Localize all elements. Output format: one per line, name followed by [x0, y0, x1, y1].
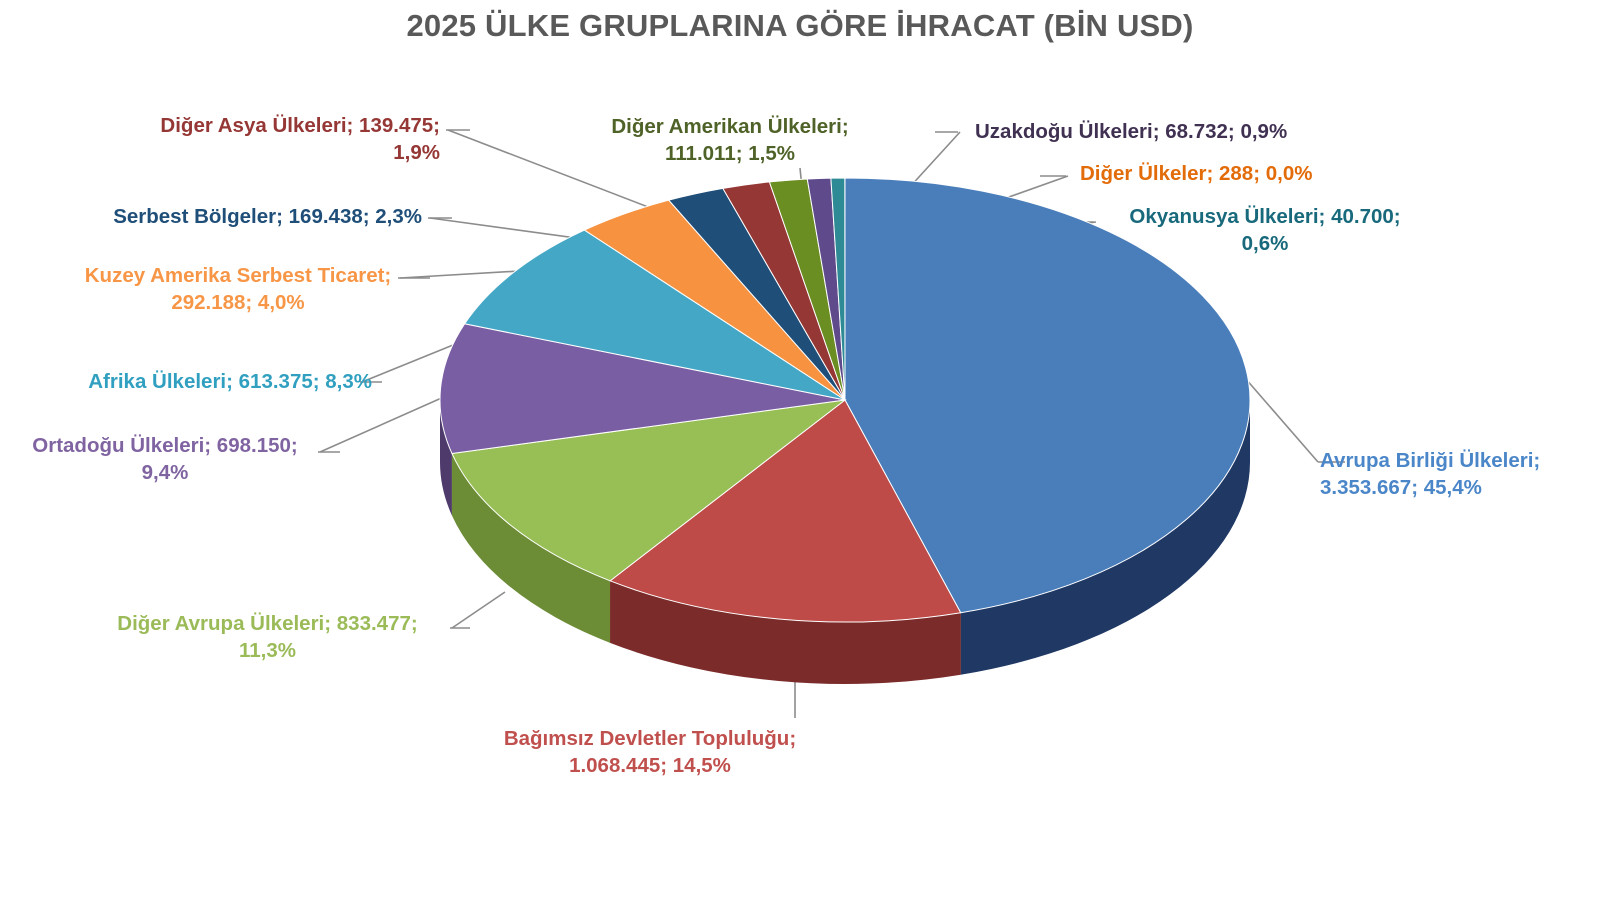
data-label-afrika: Afrika Ülkeleri; 613.375; 8,3%	[88, 370, 372, 393]
data-label-kuzey-amerika: Kuzey Amerika Serbest Ticaret; 292.188; …	[84, 264, 392, 315]
pie-slice-4[interactable]: Afrika Ülkeleri; 613.375; 8,3%	[463, 229, 846, 401]
pie-side-0	[960, 400, 1250, 675]
leader-line-0	[1244, 377, 1319, 463]
pie-top-slices: Avrupa Birliği Ülkeleri; 3.353.667; 45,4…	[439, 177, 1251, 623]
data-label-diger-asya: Diğer Asya Ülkeleri; 139.475; 1,9%	[160, 114, 440, 165]
pie-slice-2[interactable]: Diğer Avrupa Ülkeleri; 833.477; 11,3%	[451, 399, 847, 582]
pie-slice-3[interactable]: Ortadoğu Ülkeleri; 698.150; 9,4%	[439, 323, 846, 455]
pie-slice-0[interactable]: Avrupa Birliği Ülkeleri; 3.353.667; 45,4…	[844, 177, 1251, 614]
leader-line-3	[319, 391, 456, 453]
pie-slice-1[interactable]: Bağımsız Devletler Topluluğu; 1.068.445;…	[609, 399, 962, 623]
data-label-ortadogu: Ortadoğu Ülkeleri; 698.150; 9,4%	[32, 434, 298, 485]
data-label-okyanusya: Okyanusya Ülkeleri; 40.700; 0,6%	[1129, 205, 1401, 256]
pie-side-2	[451, 453, 611, 643]
data-label-serbest-bolgeler: Serbest Bölgeler; 169.438; 2,3%	[113, 205, 422, 228]
data-label-diger-amerikan: Diğer Amerikan Ülkeleri; 111.011; 1,5%	[611, 115, 849, 166]
data-label-bagimsiz-devletler: Bağımsız Devletler Topluluğu; 1.068.445;…	[503, 727, 797, 778]
data-label-diger-ulkeler: Diğer Ülkeler; 288; 0,0%	[1080, 162, 1313, 185]
data-label-diger-avrupa: Diğer Avrupa Ülkeleri; 833.477; 11,3%	[117, 612, 418, 663]
leader-line-2	[451, 591, 506, 629]
chart-title: 2025 ÜLKE GRUPLARINA GÖRE İHRACAT (BİN U…	[406, 8, 1194, 43]
data-label-uzakdogu: Uzakdoğu Ülkeleri; 68.732; 0,9%	[975, 120, 1288, 143]
data-label-avrupa-birligi: Avrupa Birliği Ülkeleri; 3.353.667; 45,4…	[1320, 449, 1541, 500]
pie-side-1	[610, 580, 961, 684]
